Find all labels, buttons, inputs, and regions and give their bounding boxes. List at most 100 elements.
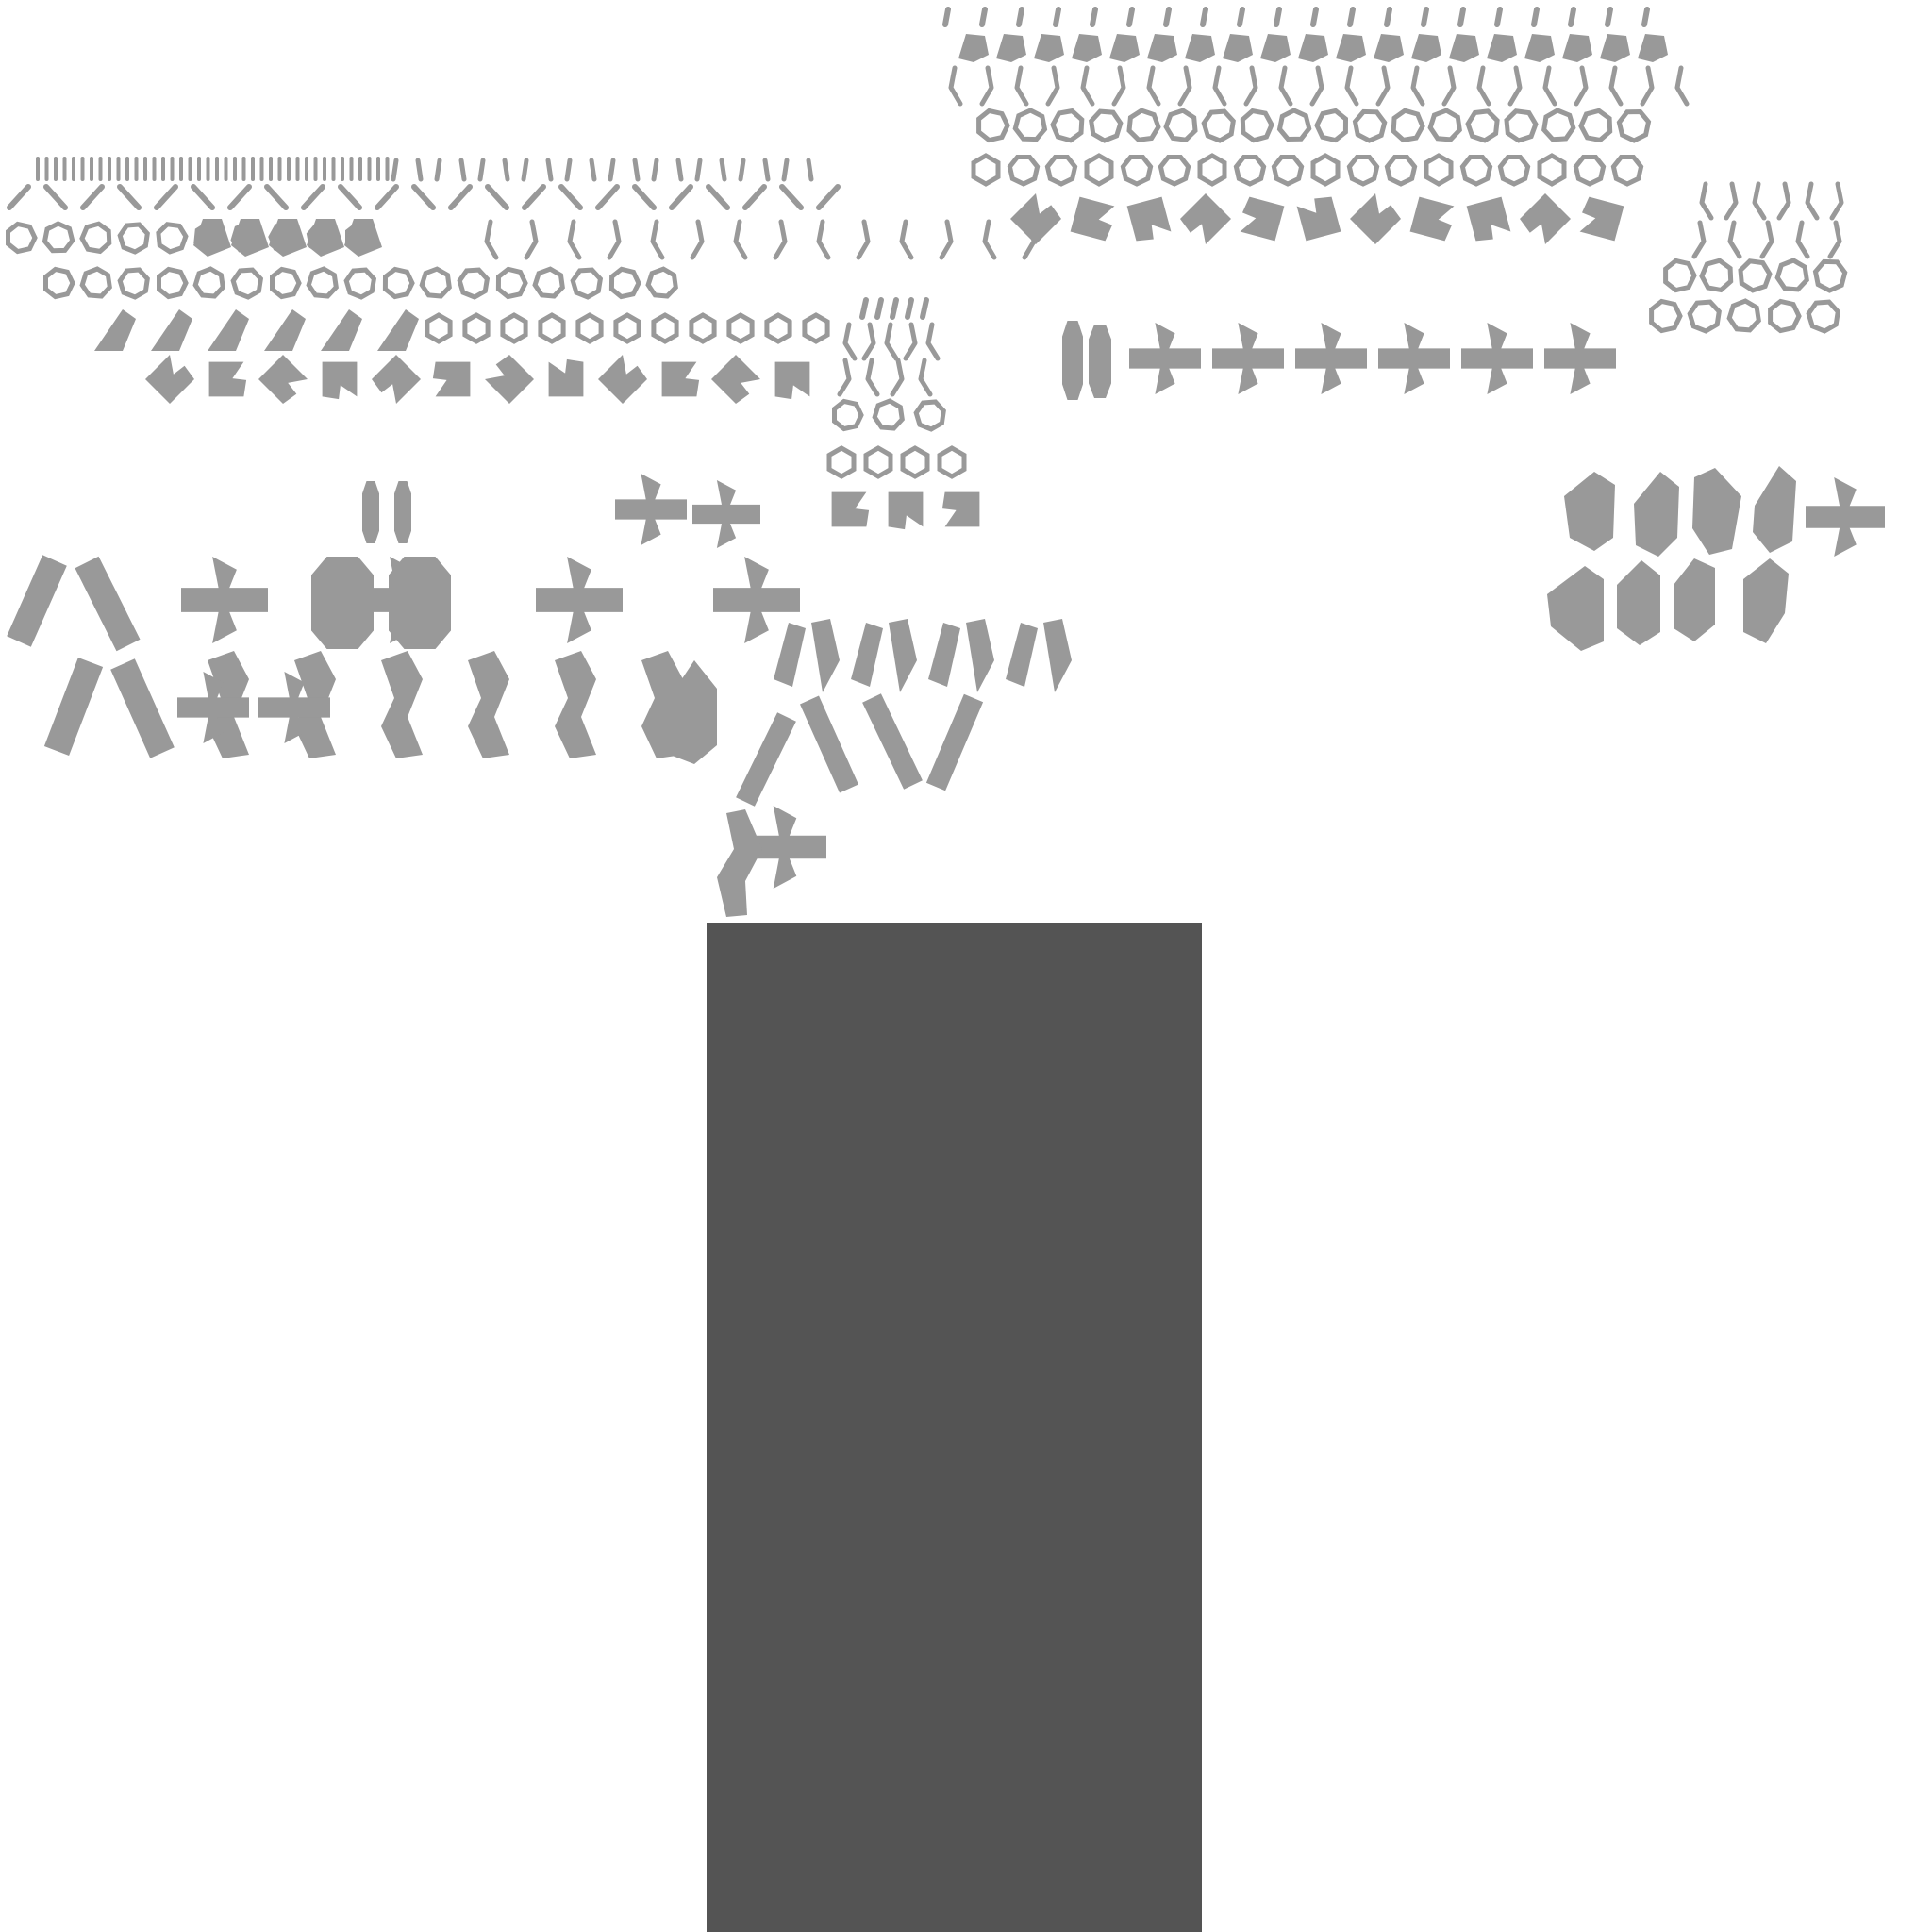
- slanted-bar-icon: [925, 693, 984, 791]
- bracket-stroke-icon: [979, 65, 994, 107]
- bracket-stroke-icon: [1805, 181, 1820, 221]
- heptagon-ring-icon: [1233, 155, 1267, 187]
- heptagon-ring-icon: [1276, 108, 1312, 142]
- diagonal-stroke-icon: [905, 297, 914, 320]
- diagonal-stroke-icon: [1274, 7, 1282, 27]
- chevron-arrow-icon: [322, 361, 358, 400]
- bracket-stroke-icon: [1827, 220, 1842, 259]
- notched-block-icon: [94, 309, 136, 351]
- diagonal-stroke-icon: [521, 158, 529, 182]
- chevron-arrow-icon: [145, 355, 194, 404]
- chevron-arrow-icon: [1180, 193, 1231, 244]
- bracket-stroke-icon: [1752, 181, 1767, 221]
- notched-block-icon: [1547, 566, 1604, 651]
- notched-block-icon: [208, 309, 249, 351]
- crossed-arrow-icon: [1378, 323, 1450, 394]
- hexagon-ring-icon: [726, 312, 755, 344]
- heptagon-ring-icon: [1573, 155, 1607, 187]
- bracket-stroke-icon: [1344, 65, 1359, 107]
- diagonal-stroke-icon: [7, 184, 31, 210]
- heptagon-ring-icon: [1384, 155, 1418, 187]
- bracket-stroke-icon: [918, 358, 933, 397]
- notched-block-icon: [307, 219, 344, 257]
- ring-pieces-layer: [6, 108, 1848, 479]
- bracket-stroke-icon: [939, 219, 954, 260]
- diagonal-stroke-icon: [415, 158, 424, 182]
- bracket-stroke-icon: [816, 219, 831, 260]
- bracket-stroke-icon: [1640, 65, 1655, 107]
- heptagon-ring-icon: [117, 222, 150, 255]
- heptagon-ring-icon: [1768, 298, 1802, 334]
- diagonal-stroke-icon: [227, 184, 252, 210]
- diagonal-stroke-icon: [608, 158, 616, 182]
- diagonal-stroke-icon: [781, 158, 790, 182]
- notched-block-icon: [1634, 472, 1679, 557]
- slanted-bar-icon: [75, 556, 141, 652]
- diagonal-stroke-icon: [1310, 7, 1319, 27]
- bracket-stroke-icon: [1177, 65, 1192, 107]
- heptagon-ring-icon: [1578, 108, 1613, 143]
- diagonal-stroke-icon: [595, 184, 620, 210]
- diagonal-stroke-icon: [632, 158, 641, 182]
- diagonal-stroke-icon: [1457, 7, 1466, 27]
- diagonal-stroke-icon: [338, 184, 362, 210]
- notched-block-icon: [774, 623, 806, 687]
- heptagon-ring-icon: [1050, 108, 1085, 143]
- heptagon-ring-icon: [1806, 299, 1840, 334]
- notched-block-icon: [394, 481, 411, 543]
- diagonal-stroke-icon: [485, 184, 509, 210]
- crossed-arrow-icon: [181, 557, 268, 643]
- notched-block-icon: [1043, 619, 1072, 692]
- notched-block-icon: [851, 623, 883, 687]
- dark-panel: [707, 923, 1202, 1932]
- heptagon-ring-icon: [79, 221, 112, 255]
- diagonal-stroke-icon: [448, 184, 473, 210]
- bracket-stroke-icon: [856, 219, 871, 260]
- diagonal-stroke-icon: [920, 297, 929, 320]
- heptagon-ring-icon: [1610, 155, 1644, 187]
- heptagon-ring-icon: [270, 266, 302, 300]
- bracket-stroke-icon: [690, 219, 705, 260]
- crossed-arrow-icon: [177, 672, 249, 743]
- slanted-bar-icon: [43, 658, 104, 756]
- bracket-stroke-icon: [1724, 181, 1739, 221]
- notched-block-icon: [1638, 34, 1668, 62]
- chevron-arrow-icon: [941, 491, 980, 527]
- chevron-arrow-icon: [774, 361, 810, 400]
- heptagon-ring-icon: [1352, 108, 1388, 143]
- hexagon-ring-icon: [500, 312, 528, 344]
- block-pieces-layer: [7, 34, 1885, 917]
- heptagon-ring-icon: [1504, 108, 1539, 143]
- diagonal-stroke-icon: [1126, 7, 1135, 27]
- diagonal-stroke-icon: [806, 158, 814, 182]
- bracket-stroke-icon: [1507, 65, 1523, 107]
- heptagon-ring-icon: [1774, 258, 1809, 292]
- notched-block-icon: [1524, 34, 1555, 62]
- bracket-stroke-icon: [1080, 65, 1095, 107]
- diagonal-stroke-icon: [477, 158, 486, 182]
- diagonal-stroke-icon: [522, 184, 546, 210]
- notched-block-icon: [1674, 558, 1715, 641]
- bracket-stroke-icon: [1476, 65, 1491, 107]
- chevron-arrow-icon: [1070, 196, 1115, 242]
- diagonal-stroke-icon: [117, 184, 142, 210]
- heptagon-ring-icon: [43, 266, 75, 300]
- hexagon-ring-icon: [1310, 153, 1341, 187]
- crossed-arrow-icon: [692, 480, 760, 548]
- heptagon-ring-icon: [1391, 108, 1425, 143]
- heptagon-ring-icon: [117, 267, 150, 300]
- diagonal-stroke-icon: [545, 158, 554, 182]
- diagonal-stroke-icon: [694, 158, 703, 182]
- chevron-arrow-icon: [1466, 196, 1511, 242]
- chevron-arrow-icon: [1126, 196, 1172, 242]
- bracket-stroke-icon: [1759, 220, 1774, 259]
- heptagon-ring-icon: [306, 266, 339, 299]
- notched-block-icon: [1449, 34, 1479, 62]
- bracket-stroke-icon: [1795, 220, 1810, 259]
- heptagon-ring-icon: [343, 267, 377, 300]
- bracket-stroke-icon: [1212, 65, 1227, 107]
- notched-block-icon: [1062, 321, 1083, 400]
- diagonal-stroke-icon: [502, 158, 510, 182]
- heptagon-ring-icon: [1271, 155, 1305, 187]
